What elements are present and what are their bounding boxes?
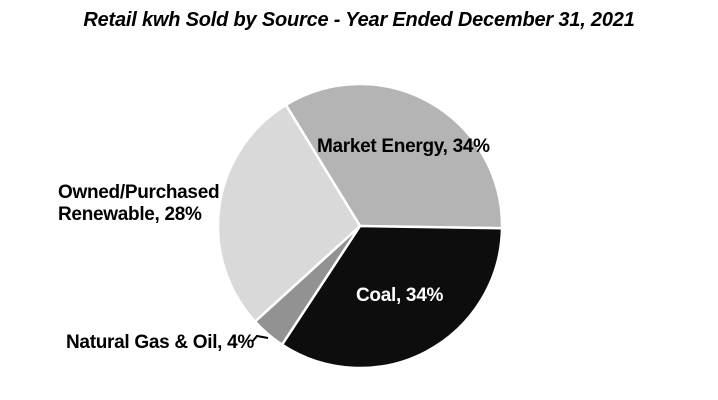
slice-label-renewable: Owned/Purchased Renewable, 28% [58, 182, 220, 226]
pie-slice-renewable [216, 103, 362, 323]
chart-title: Retail kwh Sold by Source - Year Ended D… [83, 9, 635, 31]
slice-label-coal: Coal, 34% [356, 285, 444, 306]
pie-slices [216, 82, 504, 370]
slice-label-natural-gas-oil: Natural Gas & Oil, 4% [66, 332, 254, 353]
leader-line-natural-gas-oil [251, 334, 269, 343]
slice-label-renewable-line1: Owned/Purchased [58, 182, 220, 203]
slice-label-renewable-line2: Renewable, 28% [58, 204, 202, 225]
slice-label-market-energy: Market Energy, 34% [317, 136, 490, 157]
